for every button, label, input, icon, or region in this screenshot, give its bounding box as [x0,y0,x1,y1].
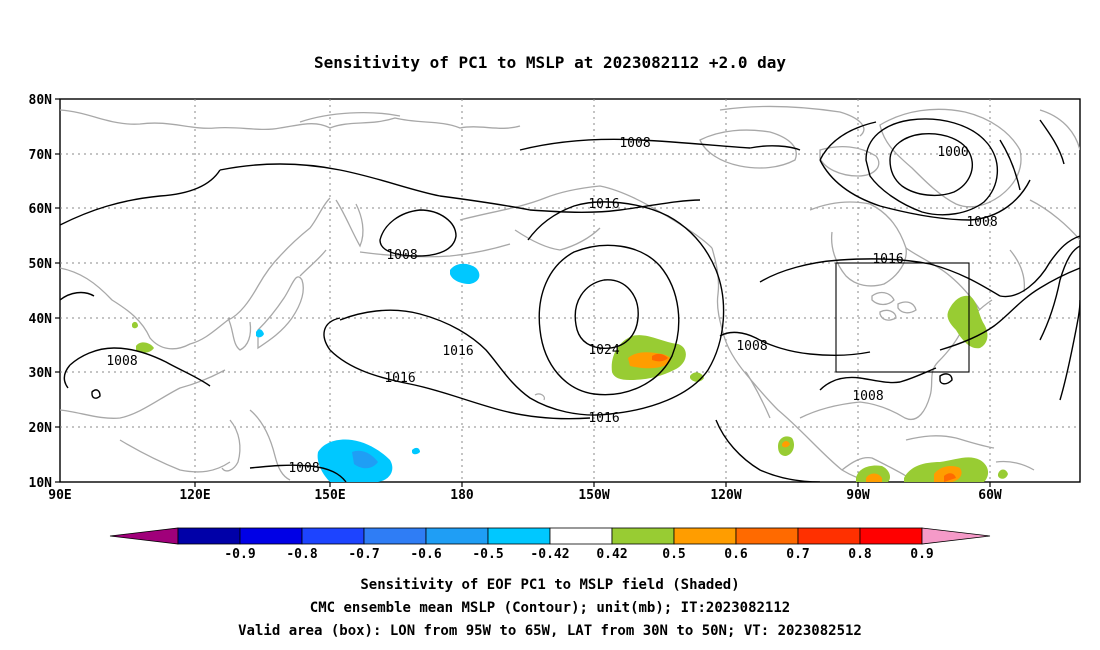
colorbar-swatch [735,527,799,545]
longitude-labels: 90E 120E 150E 180 150W 120W 90W 60W [48,488,1002,503]
contour-label-1024: 1024 [588,343,619,358]
colorbar-label: 0.9 [910,547,933,562]
lat-label: 50N [29,257,53,272]
lon-label: 120E [179,488,210,503]
shaded-sensitivity [132,263,1008,482]
colorbar-swatch [301,527,365,545]
colorbar-swatch [487,527,551,545]
contour-label-1008-d: 1008 [736,339,767,354]
colorbar-swatch [797,527,861,545]
colorbar-label: 0.42 [596,547,627,562]
lon-label: 90E [48,488,71,503]
colorbar-swatch [549,527,613,545]
lon-label: 150E [314,488,345,503]
colorbar-label: 0.8 [848,547,872,562]
lon-label: 120W [710,488,741,503]
contour-label-1008-b: 1008 [966,215,997,230]
colorbar: -0.9 -0.8 -0.7 -0.6 -0.5 -0.42 0.42 0.5 0.6 0.7 0.… [109,527,991,562]
footer-line-3: Valid area (box): LON from 95W to 65W, L… [238,623,862,639]
contour-label-1008-e: 1008 [106,354,137,369]
lat-ticks [55,98,60,483]
colorbar-swatch [363,527,427,545]
colorbar-label: -0.7 [348,547,379,562]
colorbar-swatch [425,527,489,545]
lat-label: 80N [29,93,53,108]
colorbar-label: -0.42 [530,547,569,562]
map-frame [59,98,1081,483]
footer-line-2: CMC ensemble mean MSLP (Contour); unit(m… [310,600,790,616]
colorbar-label: 0.7 [786,547,809,562]
map-panel: 1008 1000 1016 1008 1008 1016 1024 1016 … [29,93,1081,503]
lon-ticks [194,482,991,487]
lon-label: 90W [846,488,870,503]
colorbar-swatch [673,527,737,545]
contour-label-1008-g: 1008 [288,461,319,476]
lat-label: 20N [29,421,53,436]
colorbar-swatch [859,527,923,545]
lon-label: 180 [450,488,474,503]
colorbar-low-arrow [109,527,179,545]
colorbar-label: 0.5 [662,547,685,562]
colorbar-label: -0.9 [224,547,255,562]
colorbar-swatch [239,527,303,545]
contour-label-1008-a: 1008 [619,136,650,151]
contour-label-1016-a: 1016 [588,197,619,212]
contour-label-1016-d: 1016 [384,371,415,386]
contour-label-1000: 1000 [937,145,968,160]
contour-label-1016-c: 1016 [442,344,473,359]
valid-area-box [835,262,970,373]
lon-label: 60W [978,488,1002,503]
colorbar-high-arrow [921,527,991,545]
contour-labels: 1008 1000 1016 1008 1008 1016 1024 1016 … [106,136,997,476]
lat-label: 10N [29,476,53,491]
contour-label-1016-b: 1016 [872,252,903,267]
colorbar-label: -0.5 [472,547,503,562]
colorbar-label: 0.6 [724,547,748,562]
lat-label: 30N [29,366,53,381]
lat-label: 70N [29,148,53,163]
latitude-labels: 80N 70N 60N 50N 40N 30N 20N 10N [29,93,53,491]
contour-label-1008-c: 1008 [386,248,417,263]
lat-label: 40N [29,312,53,327]
figure-title: Sensitivity of PC1 to MSLP at 2023082112… [314,53,786,72]
colorbar-label: -0.6 [410,547,441,562]
contour-label-1016-e: 1016 [588,411,619,426]
colorbar-swatch [611,527,675,545]
contour-label-1008-f: 1008 [852,389,883,404]
colorbar-swatch [177,527,241,545]
footer-line-1: Sensitivity of EOF PC1 to MSLP field (Sh… [360,577,739,593]
lat-label: 60N [29,202,53,217]
colorbar-label: -0.8 [286,547,317,562]
lon-label: 150W [578,488,609,503]
mslp-contours [60,118,1080,482]
